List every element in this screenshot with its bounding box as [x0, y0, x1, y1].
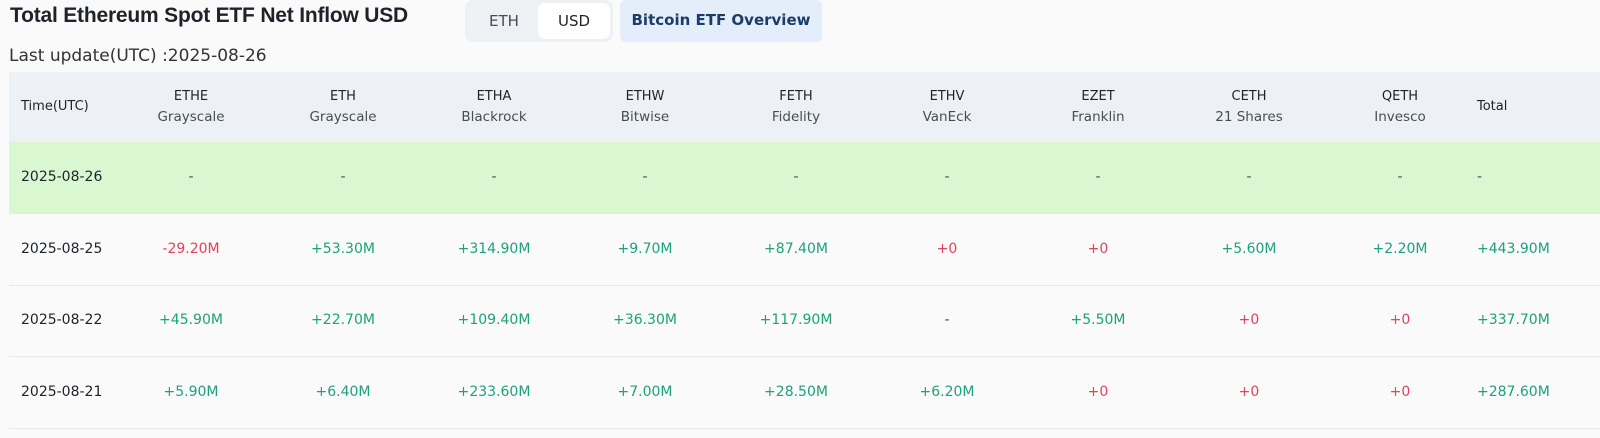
column-header: Time(UTC) — [21, 99, 89, 114]
table-row: 2025-08-26 - - - - - - - - - - — [9, 142, 1600, 214]
flow-value: - — [944, 169, 950, 185]
flow-value: - — [188, 169, 194, 185]
flow-value: - — [642, 169, 648, 185]
fund-ticker: QETH — [1381, 89, 1419, 104]
flow-value: - — [793, 169, 799, 185]
row-date: 2025-08-26 — [21, 169, 103, 185]
row-date: 2025-08-21 — [21, 383, 103, 400]
table-row: 2025-08-25 -29.20M +53.30M +314.90M +9.70M +8… — [9, 214, 1600, 286]
fund-ticker: FETH — [779, 89, 813, 104]
flow-value: +0 — [936, 240, 958, 257]
fund-issuer: Fidelity — [771, 109, 821, 125]
flow-value: +287.60M — [1477, 383, 1550, 400]
column-header: Total — [1477, 99, 1508, 114]
flow-value: - — [1095, 169, 1101, 185]
fund-ticker: ETHV — [929, 89, 965, 104]
flow-value: +337.70M — [1477, 312, 1550, 328]
row-date: 2025-08-22 — [21, 312, 103, 328]
fund-issuer: Bitwise — [620, 109, 670, 125]
toggle-option[interactable]: USD — [538, 3, 610, 39]
flow-value: +0 — [1389, 383, 1411, 400]
flow-value: +0 — [1238, 383, 1260, 400]
flow-value: +36.30M — [613, 312, 677, 328]
last-update: Last update(UTC) :2025-08-26 — [9, 46, 267, 66]
overview-button[interactable]: Bitcoin ETF Overview — [620, 0, 822, 42]
flow-value: - — [491, 169, 497, 185]
fund-issuer: Grayscale — [309, 109, 377, 125]
fund-issuer: 21 Shares — [1215, 109, 1283, 125]
fund-ticker: ETH — [330, 89, 356, 104]
flow-value: - — [1477, 169, 1483, 185]
table-row: 2025-08-21 +5.90M +6.40M +233.60M +7.00M +28.… — [9, 357, 1600, 429]
flow-value: - — [944, 312, 950, 328]
flow-value: +117.90M — [759, 312, 833, 328]
fund-ticker: ETHW — [625, 89, 665, 104]
flow-value: +6.20M — [919, 383, 975, 400]
fund-issuer: Invesco — [1374, 109, 1426, 125]
fund-issuer: Franklin — [1071, 109, 1125, 125]
flow-value: +0 — [1389, 312, 1411, 328]
flow-value: +2.20M — [1372, 240, 1428, 257]
fund-ticker: EZET — [1081, 89, 1115, 104]
flow-value: -29.20M — [162, 240, 220, 257]
flow-value: +0 — [1238, 312, 1260, 328]
fund-ticker: ETHE — [173, 89, 209, 104]
page-title: Total Ethereum Spot ETF Net Inflow USD — [10, 4, 409, 27]
flow-value: - — [1246, 169, 1252, 185]
row-date: 2025-08-25 — [21, 240, 103, 257]
flow-value: +6.40M — [315, 383, 371, 400]
flow-value: +45.90M — [159, 312, 223, 328]
flow-value: +443.90M — [1477, 240, 1550, 257]
flow-value: +0 — [1087, 240, 1109, 257]
flow-value: +22.70M — [311, 312, 375, 328]
flow-value: +109.40M — [457, 312, 531, 328]
unit-toggle: ETH USD — [465, 0, 613, 42]
flow-value: +0 — [1087, 383, 1109, 400]
fund-issuer: Grayscale — [157, 109, 225, 125]
flow-value: +314.90M — [457, 240, 531, 257]
flow-value: +5.90M — [163, 383, 219, 400]
flow-value: +53.30M — [311, 240, 375, 257]
flow-value: - — [1397, 169, 1403, 185]
fund-ticker: CETH — [1231, 89, 1267, 104]
table-row: 2025-08-22 +45.90M +22.70M +109.40M +36.30M +… — [9, 285, 1600, 357]
flow-value: +5.50M — [1070, 312, 1126, 328]
flow-value: +7.00M — [617, 383, 673, 400]
flow-value: +87.40M — [764, 240, 828, 257]
toggle-option[interactable]: ETH — [489, 12, 519, 30]
fund-issuer: VanEck — [922, 109, 972, 125]
fund-ticker: ETHA — [476, 89, 512, 104]
flow-value: +5.60M — [1221, 240, 1277, 257]
flow-value: +9.70M — [617, 240, 673, 257]
table-header: Time(UTC) ETHE Grayscale ETH Grayscale ETHA Bl… — [9, 72, 1600, 142]
fund-issuer: Blackrock — [461, 109, 527, 125]
flow-value: +28.50M — [764, 383, 828, 400]
flow-value: +233.60M — [457, 383, 531, 400]
flow-value: - — [340, 169, 346, 185]
